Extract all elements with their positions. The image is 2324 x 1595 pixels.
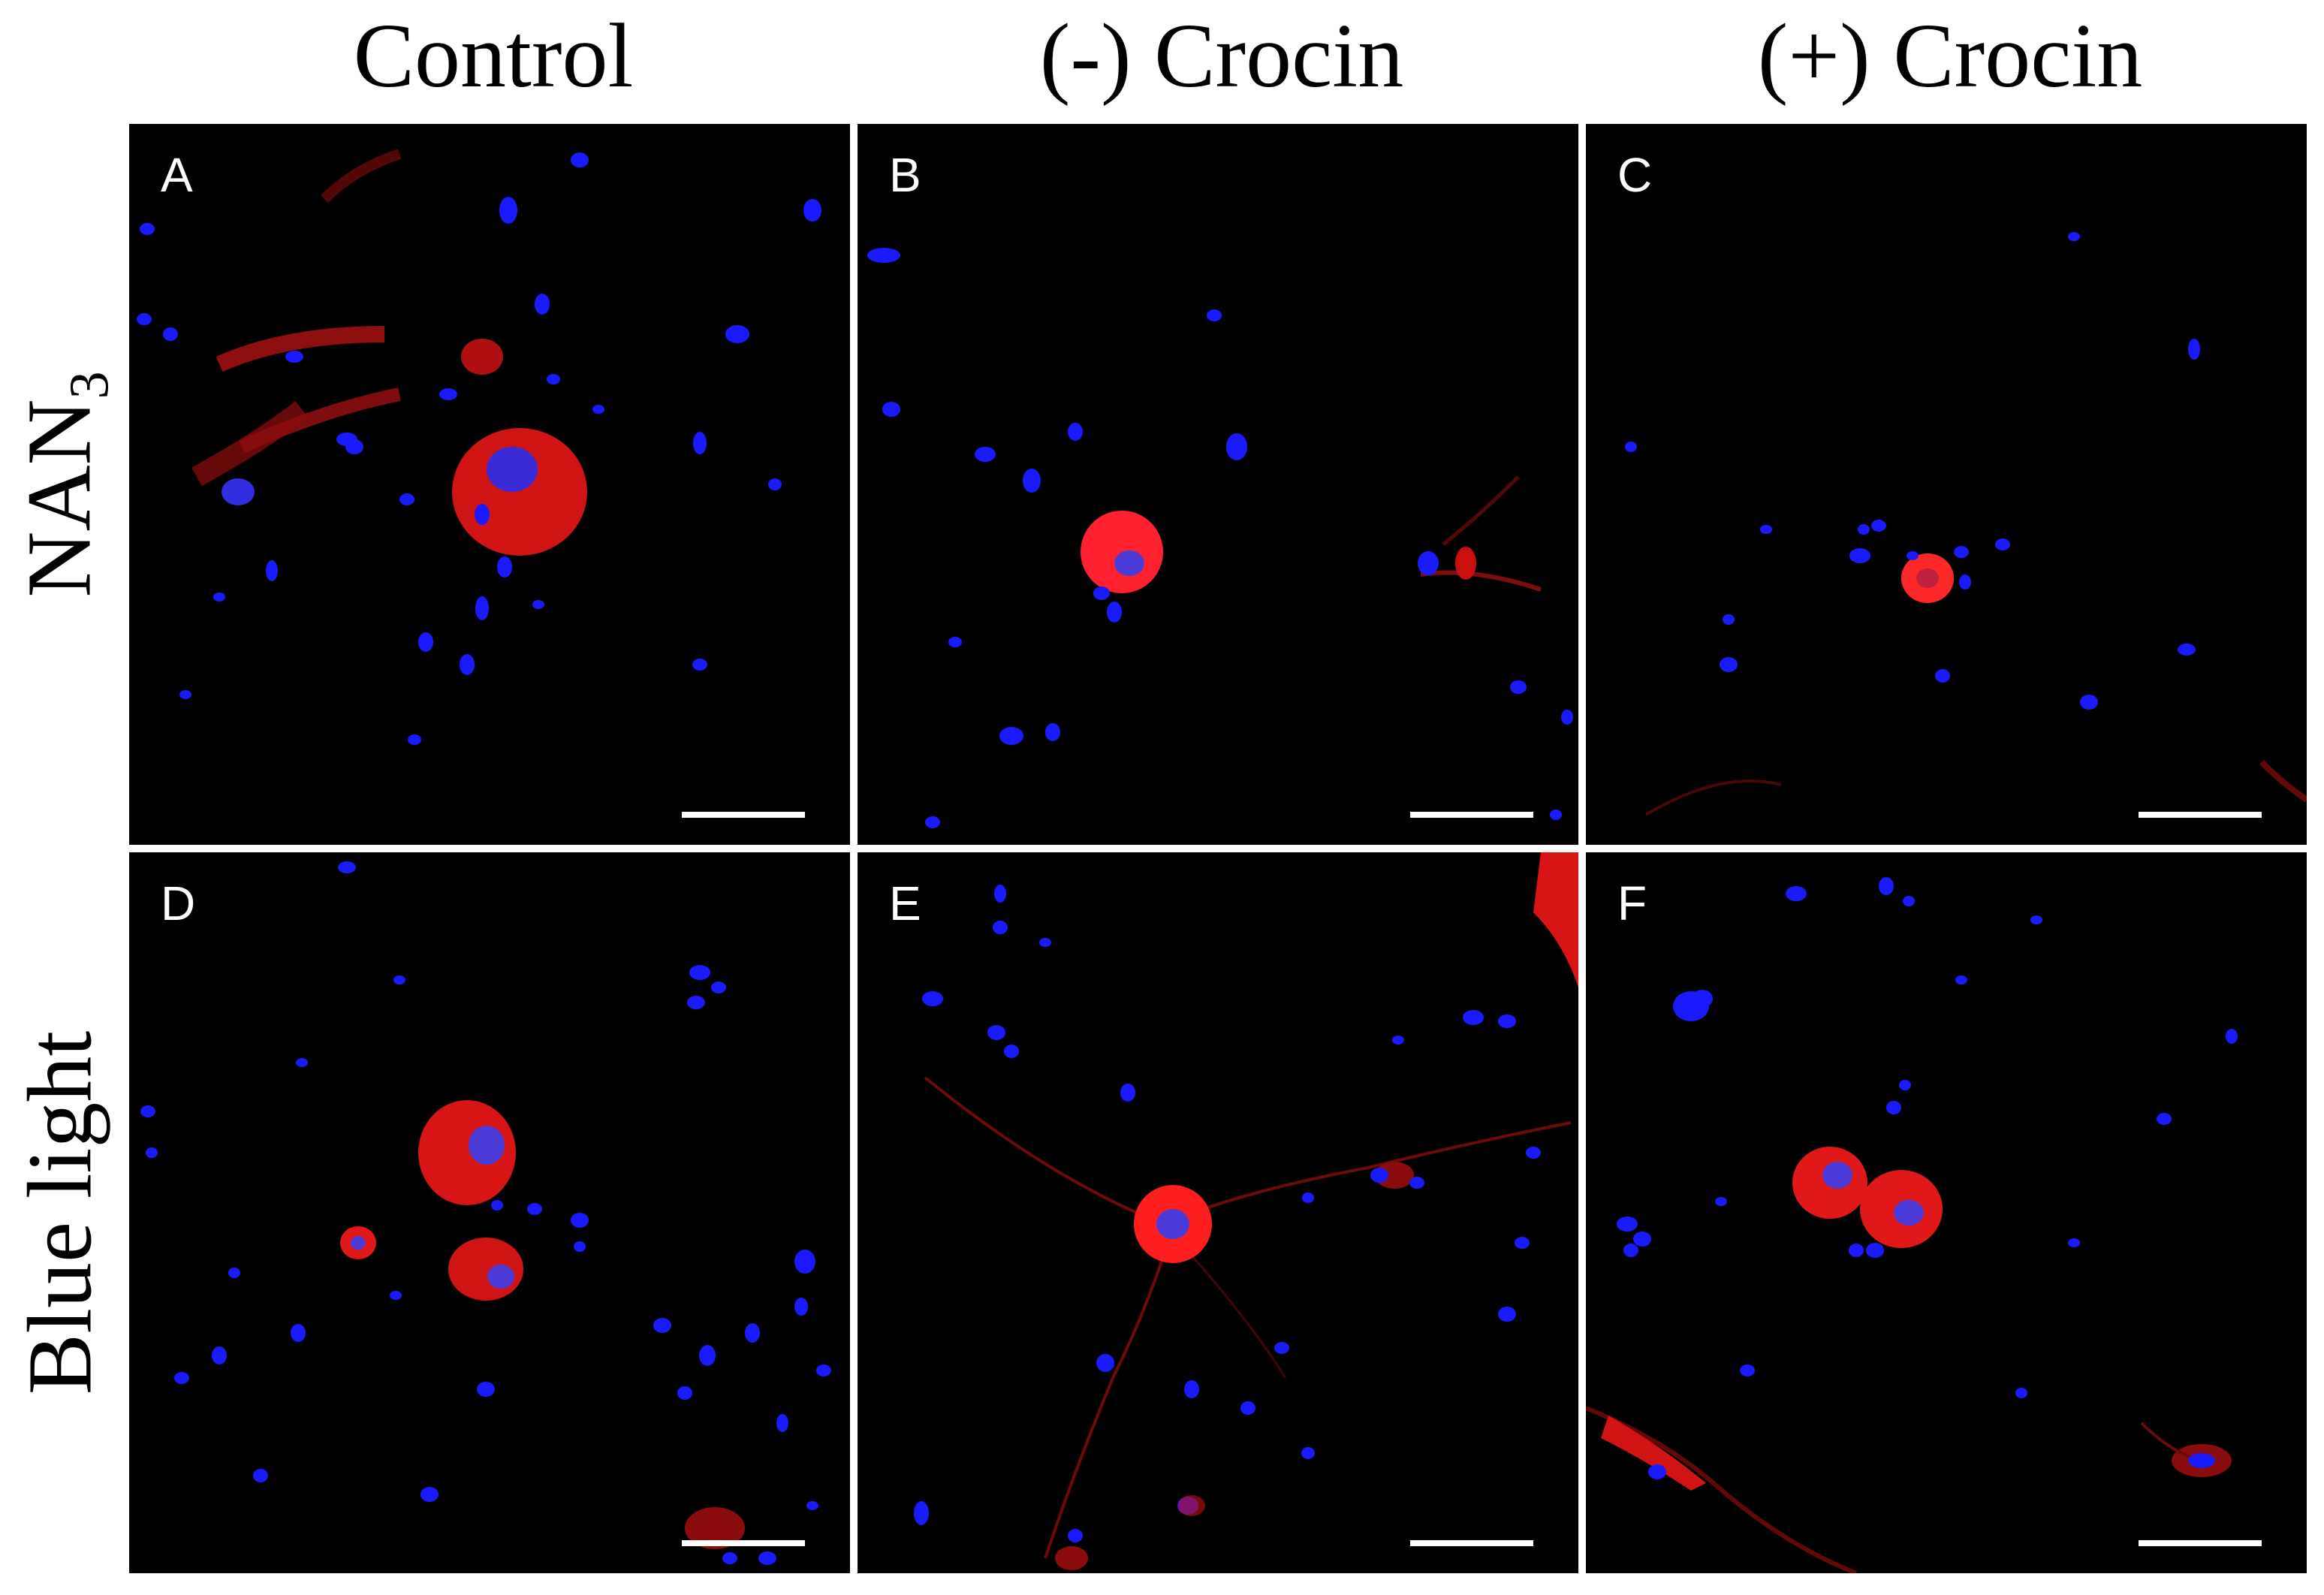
scale-bar-d bbox=[682, 1540, 805, 1546]
scale-bar-f bbox=[2139, 1540, 2262, 1546]
micrograph-c-image bbox=[1625, 232, 2307, 816]
micrograph-d-image bbox=[140, 861, 831, 1565]
panel-letter-c: C bbox=[1617, 148, 1653, 202]
scale-bar-a bbox=[682, 812, 805, 818]
scale-bar-b bbox=[1410, 812, 1533, 818]
micrograph-panel-e: E bbox=[858, 852, 1578, 1573]
panel-letter-d: D bbox=[161, 876, 196, 930]
column-header-plus-crocin: (+) Crocin bbox=[1757, 5, 2143, 107]
micrograph-e-image bbox=[914, 852, 1578, 1570]
scale-bar-c bbox=[2139, 812, 2262, 818]
panel-letter-e: E bbox=[889, 876, 921, 930]
scale-bar-e bbox=[1410, 1540, 1533, 1546]
column-header-control: Control bbox=[353, 5, 634, 107]
micrograph-b-image bbox=[867, 248, 1573, 828]
row-label-nan3: NAN3 bbox=[0, 124, 121, 845]
micrograph-panel-c: C bbox=[1586, 124, 2307, 845]
panel-letter-f: F bbox=[1617, 876, 1647, 930]
micrograph-panel-f: F bbox=[1586, 852, 2307, 1573]
micrograph-panel-d: D bbox=[129, 852, 850, 1573]
row-label-blue-light: Blue light bbox=[0, 852, 120, 1573]
column-header-minus-crocin: (-) Crocin bbox=[1039, 5, 1404, 107]
micrograph-a-image bbox=[137, 149, 821, 745]
row-label-nan3-sub: 3 bbox=[59, 371, 121, 400]
micrograph-f-image bbox=[1586, 877, 2238, 1573]
micrograph-panel-b: B bbox=[858, 124, 1578, 845]
panel-letter-a: A bbox=[161, 148, 193, 202]
micrograph-panel-a: A bbox=[129, 124, 850, 845]
row-label-nan3-main: NAN bbox=[9, 399, 111, 598]
row-label-blue-light-text: Blue light bbox=[9, 1030, 111, 1395]
panel-letter-b: B bbox=[889, 148, 921, 202]
